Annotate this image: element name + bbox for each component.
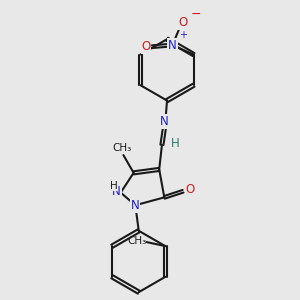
Text: O: O [185, 183, 194, 196]
Text: N: N [112, 185, 121, 198]
Text: O: O [141, 40, 151, 53]
Text: CH₃: CH₃ [128, 236, 147, 246]
Text: CH₃: CH₃ [112, 142, 131, 153]
Text: +: + [178, 29, 187, 40]
Text: H: H [170, 137, 179, 150]
Text: O: O [178, 16, 187, 29]
Text: H: H [110, 181, 118, 190]
Text: N: N [131, 200, 140, 212]
Text: −: − [190, 8, 201, 21]
Text: N: N [168, 38, 177, 52]
Text: N: N [160, 115, 169, 128]
